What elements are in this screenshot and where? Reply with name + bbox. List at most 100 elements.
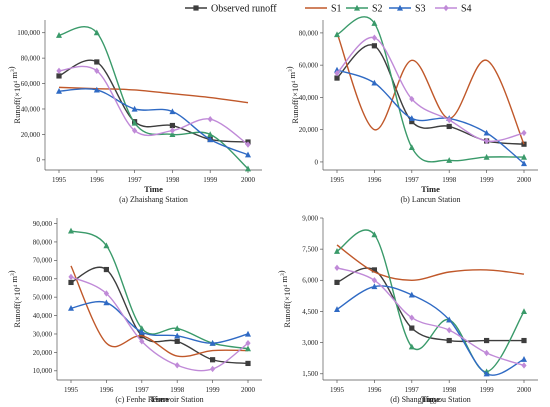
x-tick-label: 1998 [442, 386, 457, 394]
y-axis-title-part: m [279, 276, 289, 285]
data-point-observed-runoff [103, 266, 109, 273]
panel-lancun: 0 20,000 40,000 60,000 80,000 1995 1996 1997 199… [284, 16, 538, 204]
legend-label-s1: S1 [331, 4, 342, 15]
series-line-s1 [58, 86, 249, 104]
y-axis-title-superscript: 4 [291, 81, 297, 84]
y-axis-title-part: ) [6, 270, 16, 273]
data-point-observed-runoff [169, 122, 175, 129]
y-tick-label: 0 [315, 158, 319, 166]
data-point-observed-runoff [484, 337, 490, 344]
data-point-observed-runoff [210, 357, 216, 363]
data-point-s3 [245, 330, 251, 337]
y-axis-title-part: m [9, 72, 19, 81]
y-axis-title-superscript: 3 [10, 69, 16, 72]
data-point-s2 [483, 153, 490, 160]
data-point-s2 [56, 32, 62, 38]
data-point-observed-runoff [174, 338, 180, 344]
data-point-s2 [169, 131, 176, 138]
data-point-s2 [174, 325, 181, 332]
y-tick-label: 4,500 [302, 308, 318, 316]
y-tick-label: 30,000 [33, 330, 53, 338]
data-point-s2 [521, 308, 527, 315]
x-tick-label: 1996 [90, 176, 105, 184]
y-axis-title: Runoff(×104 m3) [6, 66, 22, 123]
y-tick-label: 70,000 [33, 257, 53, 265]
y-tick-label: 100,000 [17, 29, 40, 37]
x-axis-title: Time [150, 394, 169, 404]
data-point-observed-runoff [334, 279, 340, 285]
y-tick-label: 40,000 [33, 312, 53, 320]
data-point-s3 [483, 129, 490, 136]
y-axis-title-superscript: 4 [13, 81, 19, 84]
x-tick-label: 1995 [330, 176, 345, 184]
data-point-s3 [521, 160, 527, 167]
data-point-s3 [169, 108, 176, 115]
data-point-s2 [334, 248, 340, 254]
y-tick-label: 7,500 [302, 246, 318, 254]
y-axis-title-superscript: 3 [280, 273, 286, 276]
y-axis-title-superscript: 4 [283, 285, 289, 288]
legend-marker-s4 [443, 4, 449, 12]
data-point-observed-runoff [409, 119, 415, 125]
legend-marker-s3 [397, 4, 403, 11]
y-tick-label: 50,000 [33, 294, 53, 302]
data-point-s4 [245, 339, 251, 347]
x-tick-label: 1999 [206, 386, 221, 394]
series-line-s1 [70, 265, 249, 358]
x-tick-label: 1996 [367, 176, 382, 184]
y-axis-title-superscript: 4 [13, 285, 19, 288]
data-point-s3 [174, 332, 181, 339]
data-point-s4 [56, 67, 62, 75]
data-point-s3 [138, 328, 145, 335]
y-tick-label: 80,000 [33, 238, 53, 246]
data-point-s2 [68, 227, 74, 234]
data-point-s4 [103, 290, 109, 297]
series-line-s4 [58, 65, 249, 146]
data-point-s3 [334, 306, 340, 312]
x-tick-label: 1996 [99, 386, 114, 394]
data-point-s4 [169, 127, 175, 134]
series-line-s4 [70, 276, 249, 372]
y-axis-title-part: Runoff(×10 [282, 288, 292, 328]
series-line-s4 [336, 267, 525, 367]
y-axis-title-part: Runoff(×10 [12, 84, 22, 124]
x-tick-label: 1996 [367, 386, 382, 394]
data-point-s2 [93, 29, 100, 36]
series-line-s2 [70, 230, 249, 350]
data-point-observed-runoff [94, 59, 100, 65]
y-tick-label: 80,000 [299, 29, 319, 37]
y-tick-label: 9,000 [302, 214, 318, 222]
data-point-s4 [210, 365, 216, 373]
data-point-observed-runoff [446, 337, 452, 344]
data-point-s4 [521, 362, 527, 369]
data-point-s2 [371, 231, 378, 238]
data-point-s3 [93, 86, 100, 93]
panel-zhaishang: 0 20,000 40,000 60,000 80,000 100,000 1995 1996… [6, 20, 262, 204]
y-tick-label: 90,000 [33, 220, 53, 228]
y-tick-label: 1,500 [302, 370, 318, 378]
data-point-s2 [207, 131, 214, 138]
data-point-s4 [446, 116, 452, 124]
y-tick-label: 20,000 [33, 349, 53, 357]
data-point-s3 [371, 283, 378, 290]
legend: Observed runoff S1 S2 S3 S4 [185, 4, 472, 15]
x-tick-label: 1997 [405, 176, 420, 184]
series-line-s2 [336, 229, 525, 373]
data-point-s4 [446, 326, 452, 334]
panel-caption: (b) Lancun Station [401, 195, 461, 204]
x-tick-label: 1999 [480, 176, 495, 184]
y-axis-title: Runoff(×104 m3) [6, 270, 22, 327]
data-point-s3 [68, 305, 74, 311]
data-point-s3 [131, 105, 138, 112]
x-tick-label: 1995 [330, 386, 345, 394]
x-tick-label: 2000 [517, 386, 532, 394]
panel-shangjingyou: 1,500 3,000 4,500 6,000 7,500 9,000 1995 1996 19… [276, 214, 538, 404]
x-tick-label: 1998 [165, 176, 180, 184]
series-line-s1 [336, 244, 525, 282]
data-point-observed-runoff [446, 123, 452, 130]
y-tick-label: 60,000 [21, 80, 41, 88]
y-tick-label: 40,000 [299, 94, 319, 102]
y-tick-label: 80,000 [21, 55, 41, 63]
